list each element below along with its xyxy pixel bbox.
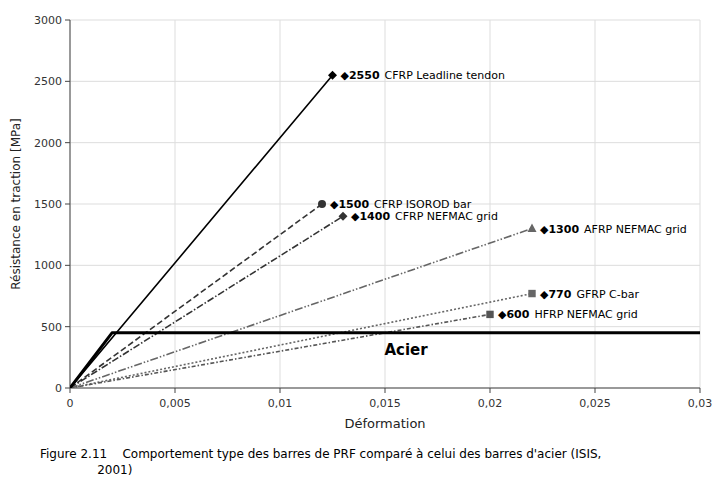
series-name: HFRP NEFMAC grid <box>534 308 637 321</box>
series-name: CFRP ISOROD bar <box>374 198 472 211</box>
caption-line: Figure 2.11 Comportement type des barres… <box>40 447 601 461</box>
x-axis-line <box>70 388 700 389</box>
tick <box>280 388 281 393</box>
end-marker <box>318 200 326 208</box>
tick-label: 0,005 <box>159 397 191 410</box>
tick-label: 0,01 <box>268 397 293 410</box>
tick <box>700 388 701 393</box>
series-line <box>70 294 532 388</box>
y-axis-line <box>70 20 71 388</box>
axes: 0 0,005 0,01 0,015 0,02 0,025 0,03 0 500 1000 1500… <box>34 14 712 410</box>
data-label: ◆770 <box>540 288 572 301</box>
series-name: GFRP C-bar <box>576 288 639 301</box>
tick-label: 0 <box>55 382 62 395</box>
tick <box>65 20 70 21</box>
series-name: CFRP Leadline tendon <box>385 69 505 82</box>
grid-line <box>70 20 700 21</box>
tick-label: 0 <box>67 397 74 410</box>
tick <box>65 204 70 205</box>
tick <box>595 388 596 393</box>
caption: Figure 2.11 Comportement type des barres… <box>40 447 601 477</box>
tick-label: 0,025 <box>579 397 611 410</box>
tick <box>490 388 491 393</box>
grid-line <box>70 388 700 389</box>
tick <box>70 388 71 393</box>
background <box>0 0 724 498</box>
chart: 0 0,005 0,01 0,015 0,02 0,025 0,03 0 500 1000 1500… <box>0 0 724 498</box>
y-axis-label: Résistance en traction [MPa] <box>9 118 23 289</box>
series-line <box>70 204 322 388</box>
tick-label: 1000 <box>34 259 62 272</box>
series-line <box>70 333 700 388</box>
series-name: AFRP NEFMAC grid <box>584 223 687 236</box>
tick-label: 2000 <box>34 137 62 150</box>
series-name: Acier <box>384 341 428 359</box>
tick-label: 2500 <box>34 75 62 88</box>
tick-label: 0,015 <box>369 397 401 410</box>
data-area <box>70 71 700 388</box>
tick-label: 500 <box>41 321 62 334</box>
series-line <box>70 75 333 388</box>
grid-line <box>70 326 700 327</box>
tick <box>385 388 386 393</box>
data-label: ◆1500 <box>330 198 369 211</box>
tick <box>65 326 70 327</box>
tick-label: 3000 <box>34 14 62 27</box>
data-label: ◆600 <box>498 308 530 321</box>
data-label: ◆1300 <box>540 223 579 236</box>
x-axis-label: Déformation <box>344 416 425 431</box>
end-marker <box>486 311 493 318</box>
tick-label: 0,02 <box>478 397 503 410</box>
caption-line: 2001) <box>40 463 132 477</box>
labels: ◆2550 CFRP Leadline tendon ◆1500 CFRP ISORO… <box>330 69 687 359</box>
grid-line <box>70 265 700 266</box>
data-label: ◆2550 <box>341 69 380 82</box>
end-marker <box>528 290 535 297</box>
tick <box>65 142 70 143</box>
tick-label: 1500 <box>34 198 62 211</box>
grid <box>70 20 700 388</box>
end-marker <box>528 224 537 233</box>
series-line <box>70 229 532 388</box>
series-name: CFRP NEFMAC grid <box>395 210 498 223</box>
series-line <box>70 216 343 388</box>
grid-line <box>70 20 71 388</box>
tick <box>65 265 70 266</box>
grid-line <box>70 142 700 143</box>
end-marker <box>339 212 348 221</box>
tick <box>65 388 70 389</box>
tick-label: 0,03 <box>688 397 713 410</box>
data-label: ◆1400 <box>351 210 390 223</box>
end-marker <box>328 71 337 80</box>
tick <box>175 388 176 393</box>
tick <box>65 81 70 82</box>
series-line <box>70 314 490 388</box>
